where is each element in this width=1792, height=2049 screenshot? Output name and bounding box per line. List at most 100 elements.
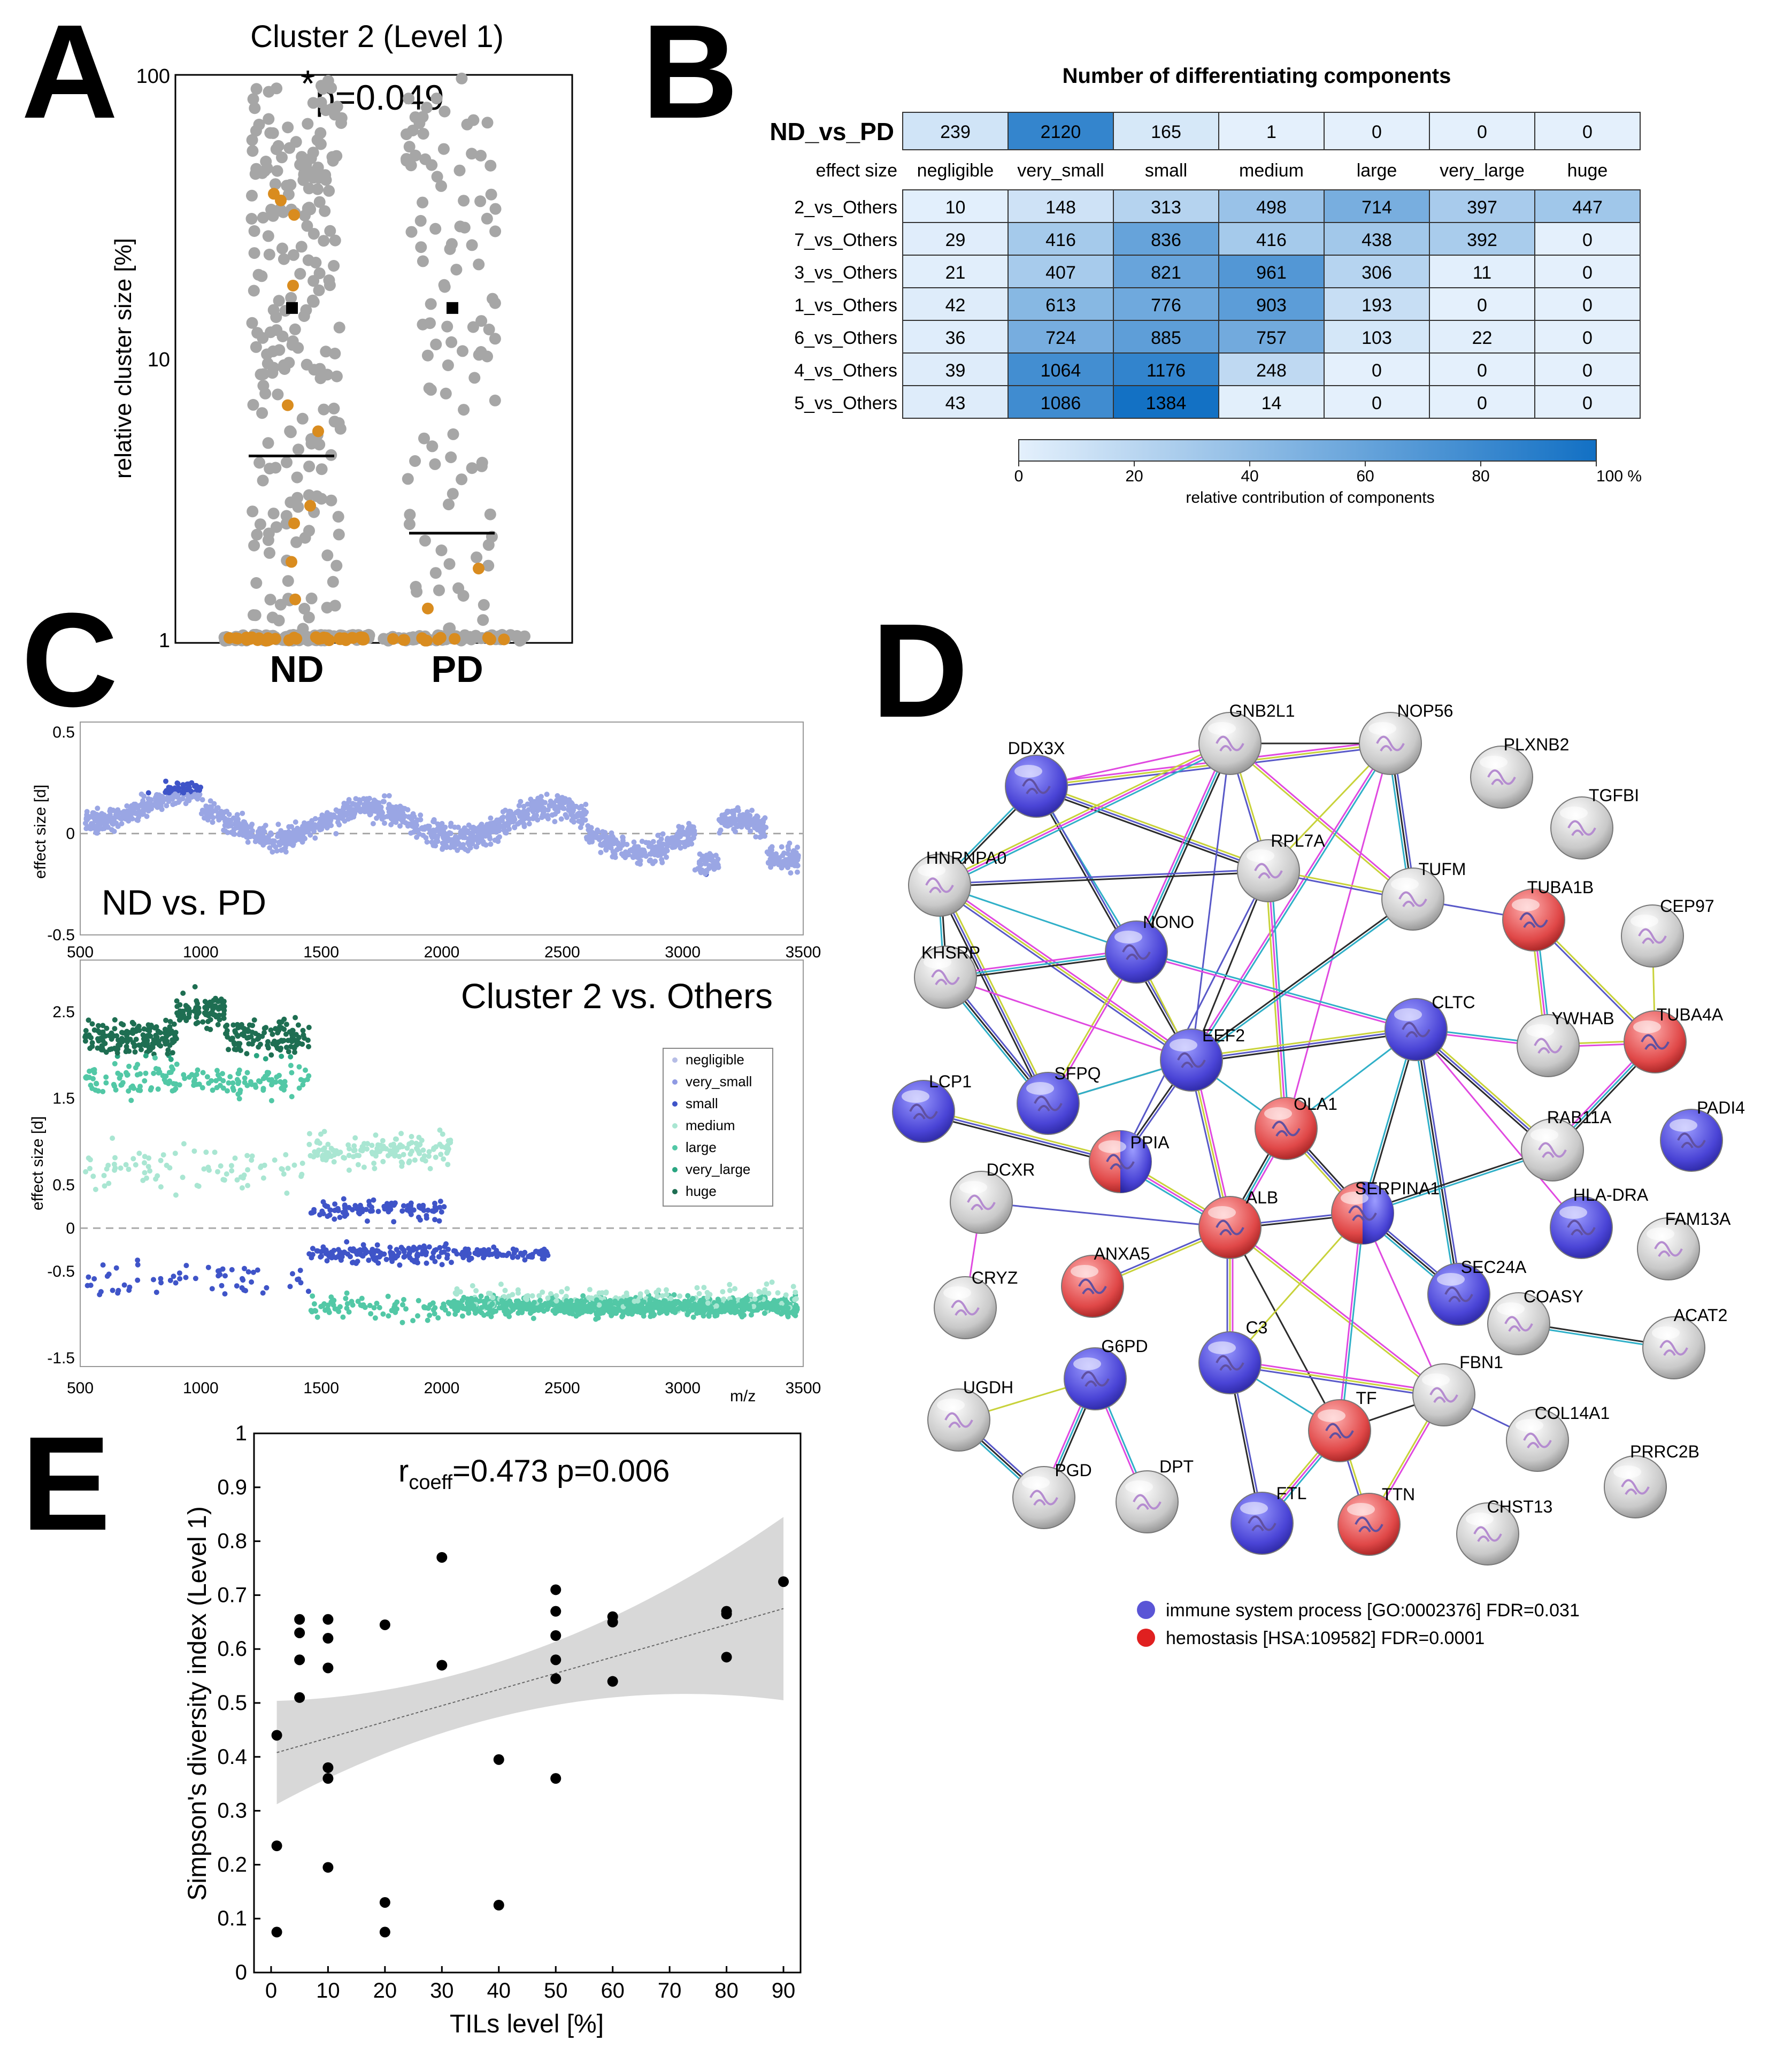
- mz-point: [569, 1302, 575, 1308]
- mz-point: [441, 1156, 447, 1162]
- mz-point: [525, 815, 530, 821]
- mz-point: [488, 828, 494, 833]
- mz-point: [719, 816, 725, 822]
- mz-point: [762, 815, 768, 821]
- mz-point: [685, 1293, 691, 1299]
- mz-point: [173, 801, 179, 807]
- mz-point: [381, 815, 387, 820]
- panel-c: effect size [d] ND vs. PD 500 1000 1500 200…: [29, 722, 821, 1405]
- y-tick-label: -1.5: [47, 1349, 75, 1367]
- mz-point: [394, 1147, 399, 1153]
- mz-point: [735, 805, 741, 811]
- mz-point: [616, 843, 622, 849]
- scatter-point: [489, 333, 501, 345]
- scatter-point: [273, 295, 285, 307]
- scatter-point: [430, 339, 442, 350]
- mz-point: [762, 1287, 768, 1293]
- mz-point: [210, 1087, 216, 1093]
- mz-point: [245, 839, 251, 845]
- mz-point: [388, 822, 394, 827]
- heat-cell: [1007, 189, 1114, 223]
- protein-structure-icon: [1504, 1316, 1533, 1332]
- protein-label: FBN1: [1459, 1353, 1503, 1372]
- mz-point: [141, 1036, 147, 1042]
- heat-cell: [1534, 320, 1641, 354]
- protein-label: ANXA5: [1094, 1244, 1150, 1263]
- mz-point: [399, 1319, 405, 1325]
- mz-point: [181, 1141, 187, 1147]
- mz-point: [126, 1063, 132, 1069]
- mz-point: [89, 1021, 95, 1027]
- scatter-point: [271, 324, 283, 336]
- mz-point: [357, 799, 363, 805]
- mz-point: [306, 1043, 311, 1049]
- mz-point: [746, 1306, 752, 1312]
- scatter-point: [282, 575, 294, 587]
- mz-point: [283, 1031, 289, 1037]
- mz-point: [465, 840, 471, 846]
- y-tick-label: 0.5: [52, 724, 75, 741]
- mz-point: [219, 1283, 225, 1288]
- heat-cell: [1324, 287, 1430, 321]
- mz-point: [517, 1307, 523, 1313]
- mz-point: [412, 823, 418, 829]
- scatter-point: [311, 183, 324, 195]
- cell-value: 29: [945, 230, 966, 250]
- network-edge: [939, 869, 1268, 885]
- scatter-point: [515, 634, 527, 646]
- mz-point: [445, 1148, 451, 1154]
- mz-point: [555, 1308, 560, 1314]
- scatter-point: [467, 321, 479, 333]
- node-highlight: [1670, 1119, 1697, 1132]
- mz-point: [211, 801, 217, 807]
- scatter-point: [293, 443, 304, 456]
- scatter-point: [447, 428, 459, 440]
- scatter-point: [303, 611, 315, 624]
- protein-structure-icon: [1348, 1205, 1377, 1222]
- protein-label: TGFBI: [1589, 786, 1639, 805]
- mz-point: [430, 1300, 436, 1306]
- node-highlight: [924, 956, 951, 969]
- mz-point: [506, 826, 512, 832]
- legend-marker: [672, 1167, 678, 1172]
- mz-point: [292, 1049, 297, 1055]
- cell-value: 22: [1472, 328, 1493, 348]
- scatter-point: [425, 298, 437, 310]
- mz-point: [181, 787, 187, 793]
- mz-point: [539, 1307, 544, 1313]
- y-tick-label: 0: [66, 1219, 75, 1237]
- protein-label: COL14A1: [1535, 1403, 1610, 1423]
- scatter-point: [328, 260, 340, 272]
- heat-cell: [1324, 189, 1430, 223]
- mz-point: [442, 1244, 448, 1249]
- mz-point: [398, 809, 403, 815]
- mz-point: [347, 1146, 352, 1152]
- mz-point: [137, 1084, 143, 1089]
- mz-point: [486, 1291, 491, 1296]
- scatter-point: [482, 539, 495, 551]
- mz-point: [143, 1070, 149, 1076]
- mz-point: [689, 827, 695, 833]
- mz-point: [83, 1075, 89, 1080]
- mz-point: [526, 821, 532, 827]
- mz-point: [593, 834, 599, 840]
- mz-point: [324, 1249, 329, 1255]
- protein-structure-icon: [1659, 1340, 1688, 1356]
- node-highlight: [1526, 1024, 1554, 1037]
- mz-point: [309, 818, 315, 824]
- scatter-point: [409, 149, 421, 162]
- scatter-point: [473, 258, 485, 271]
- column-header: huge: [1567, 160, 1608, 181]
- mz-point: [551, 800, 557, 806]
- mz-point: [437, 1199, 443, 1204]
- mz-point: [459, 1298, 465, 1303]
- panel-b-title: Number of differentiating components: [1063, 64, 1451, 88]
- mz-point: [445, 1311, 451, 1317]
- mz-point: [234, 812, 240, 818]
- scatter-point-highlight: [397, 634, 410, 646]
- mz-point: [560, 805, 566, 811]
- panel-c-bottom-plot: 500 1000 1500 2000 2500 3000 3500-1.5-0.500.51…: [47, 984, 821, 1397]
- mz-point: [133, 1037, 139, 1042]
- node-highlight: [1394, 1008, 1422, 1021]
- scatter-point: [329, 234, 341, 247]
